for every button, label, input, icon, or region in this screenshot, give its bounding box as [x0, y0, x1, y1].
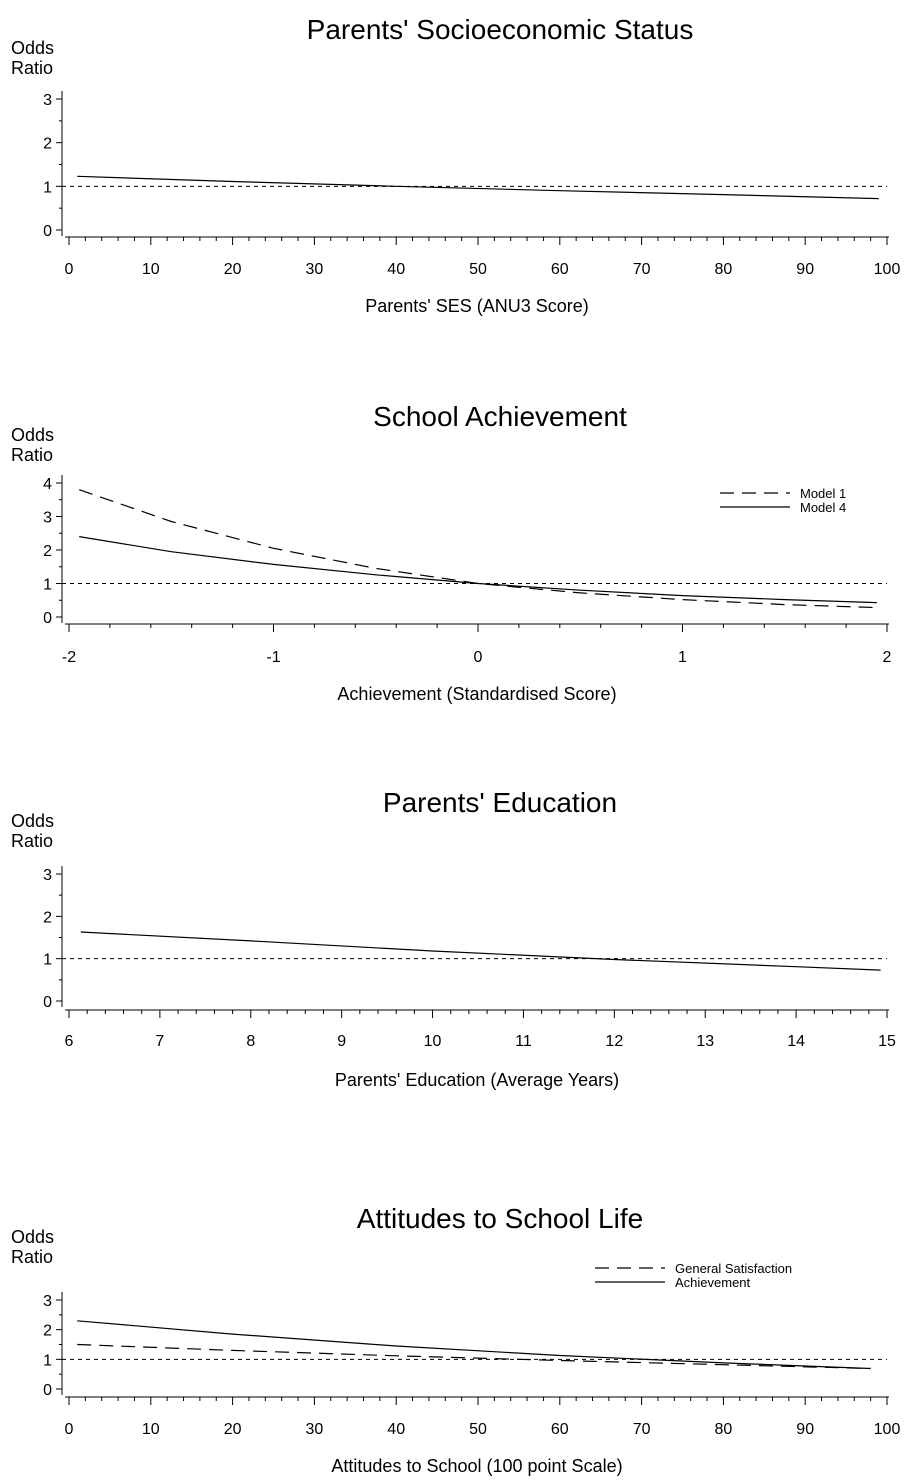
y-axis-label-line-2: Ratio: [11, 1247, 53, 1267]
x-tick-label: 80: [715, 1421, 733, 1438]
x-tick-label: 10: [142, 261, 160, 278]
x-axis-label: Parents' Education (Average Years): [335, 1070, 619, 1090]
y-axis-label-line-1: Odds: [11, 38, 54, 58]
x-tick-label: 8: [246, 1033, 255, 1050]
x-tick-label: 2: [883, 649, 892, 666]
x-tick-label: 70: [633, 1421, 651, 1438]
x-tick-label: 14: [787, 1033, 805, 1050]
y-axis-label-line-1: Odds: [11, 1227, 54, 1247]
x-tick-label: 0: [474, 649, 483, 666]
x-tick-label: 7: [155, 1033, 164, 1050]
y-tick-label: 3: [43, 92, 52, 109]
y-tick-label: 0: [43, 610, 52, 627]
series-line-1: [77, 175, 879, 200]
series-line-1: [77, 1343, 871, 1370]
x-tick-label: -2: [62, 649, 76, 666]
chart-title: Parents' Socioeconomic Status: [307, 14, 694, 45]
chart-title: School Achievement: [373, 401, 627, 432]
y-tick-label: 0: [43, 223, 52, 240]
x-tick-label: 50: [469, 261, 487, 278]
x-axis-label: Achievement (Standardised Score): [337, 684, 616, 704]
x-tick-label: 10: [142, 1421, 160, 1438]
chart-title: Attitudes to School Life: [357, 1203, 643, 1234]
y-tick-label: 4: [43, 476, 52, 493]
legend-label: Model 4: [800, 500, 846, 515]
series-line-1: [80, 931, 881, 971]
x-tick-label: 60: [551, 1421, 569, 1438]
y-tick-label: 1: [43, 1352, 52, 1369]
legend-label: General Satisfaction: [675, 1261, 792, 1276]
x-axis-label: Attitudes to School (100 point Scale): [331, 1456, 622, 1476]
x-tick-label: 30: [306, 261, 324, 278]
x-tick-label: 20: [224, 261, 242, 278]
series-line-1: [79, 489, 877, 609]
y-tick-label: 2: [43, 1323, 52, 1340]
x-tick-label: 20: [224, 1421, 242, 1438]
x-tick-label: 30: [306, 1421, 324, 1438]
x-tick-label: 70: [633, 261, 651, 278]
y-tick-label: 1: [43, 577, 52, 594]
x-tick-label: 40: [387, 261, 405, 278]
x-tick-label: 11: [515, 1033, 532, 1050]
x-tick-label: 13: [696, 1033, 714, 1050]
x-tick-label: 12: [605, 1033, 623, 1050]
x-tick-label: 10: [424, 1033, 442, 1050]
chart-title: Parents' Education: [383, 787, 617, 818]
x-tick-label: 40: [387, 1421, 405, 1438]
series-line-2: [79, 536, 877, 604]
x-tick-label: 50: [469, 1421, 487, 1438]
x-tick-label: 1: [678, 649, 687, 666]
y-axis-label-line-1: Odds: [11, 425, 54, 445]
x-tick-label: -1: [266, 649, 280, 666]
x-tick-label: 6: [65, 1033, 74, 1050]
y-tick-label: 2: [43, 136, 52, 153]
y-tick-label: 0: [43, 994, 52, 1011]
x-tick-label: 60: [551, 261, 569, 278]
y-axis-label-line-1: Odds: [11, 811, 54, 831]
series-line-2: [77, 1320, 871, 1370]
y-tick-label: 0: [43, 1382, 52, 1399]
x-tick-label: 80: [715, 261, 733, 278]
y-axis-label-line-2: Ratio: [11, 831, 53, 851]
x-tick-label: 100: [874, 261, 901, 278]
x-tick-label: 9: [337, 1033, 346, 1050]
y-tick-label: 1: [43, 952, 52, 969]
y-tick-label: 2: [43, 543, 52, 560]
x-tick-label: 90: [796, 261, 814, 278]
x-tick-label: 15: [878, 1033, 896, 1050]
y-tick-label: 3: [43, 1293, 52, 1310]
y-axis-label-line-2: Ratio: [11, 445, 53, 465]
y-tick-label: 1: [43, 179, 52, 196]
x-axis-label: Parents' SES (ANU3 Score): [365, 296, 589, 316]
x-tick-label: 0: [65, 1421, 74, 1438]
y-axis-label-line-2: Ratio: [11, 58, 53, 78]
x-tick-label: 100: [874, 1421, 901, 1438]
legend-label: Model 1: [800, 486, 846, 501]
legend-label: Achievement: [675, 1275, 751, 1290]
y-tick-label: 2: [43, 909, 52, 926]
x-tick-label: 0: [65, 261, 74, 278]
y-tick-label: 3: [43, 510, 52, 527]
x-tick-label: 90: [796, 1421, 814, 1438]
y-tick-label: 3: [43, 867, 52, 884]
